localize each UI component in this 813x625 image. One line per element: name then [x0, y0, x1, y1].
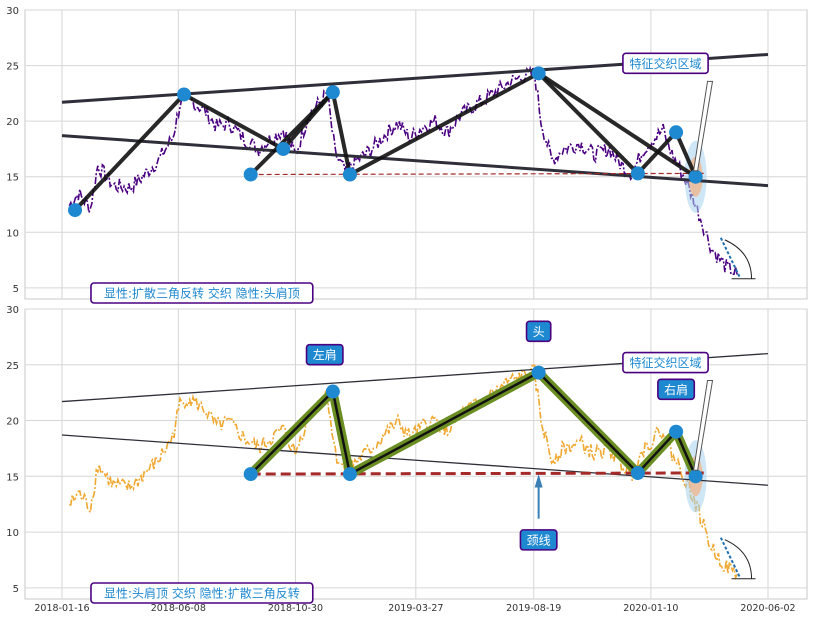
pattern-line — [536, 71, 698, 179]
label-box — [525, 320, 552, 343]
pivot-marker — [342, 467, 357, 482]
annotation-label: 头 — [525, 320, 552, 343]
y-tick-label: 10 — [6, 228, 19, 239]
y-tick-label: 10 — [6, 528, 19, 539]
pattern-line — [674, 130, 698, 179]
y-tick-label: 20 — [6, 417, 19, 428]
decline-arrow — [719, 237, 741, 278]
decline-arrow — [719, 537, 741, 578]
y-tick-label: 5 — [13, 284, 19, 295]
pivot-marker — [243, 167, 258, 182]
angle-arc — [724, 239, 753, 279]
label-box — [90, 582, 314, 604]
pattern-line — [182, 92, 286, 151]
trend-line — [61, 434, 769, 486]
label-box — [622, 351, 709, 374]
pattern-line-core — [674, 430, 697, 478]
feature-zone-pointer — [693, 380, 714, 471]
label-text: 颈线 — [527, 533, 551, 547]
feature-zone-pointer — [693, 80, 714, 172]
y-tick-label: 15 — [6, 472, 19, 483]
pivot-marker — [243, 467, 258, 482]
label-box — [519, 529, 558, 551]
pivot-marker — [177, 87, 192, 102]
x-tick-label: 2018-06-08 — [151, 603, 206, 614]
label-box — [305, 343, 344, 366]
annotation-label: 特征交织区域 — [622, 351, 709, 374]
annotation-label: 右肩 — [657, 378, 696, 401]
neckline-pointer-head — [534, 474, 543, 488]
pivot-marker — [531, 66, 546, 81]
x-tick-label: 2019-08-19 — [506, 603, 561, 614]
pattern-line-core — [636, 430, 678, 475]
pivot-marker — [68, 203, 83, 218]
pivot-marker — [669, 125, 684, 140]
pattern-summary-label: 显性:扩散三角反转 交织 隐性:头肩顶 — [90, 282, 314, 304]
label-text: 左肩 — [313, 347, 337, 362]
y-tick-label: 25 — [6, 361, 19, 372]
pivot-marker — [276, 141, 291, 156]
x-tick-label: 2018-01-16 — [34, 603, 89, 614]
pivot-marker — [630, 166, 645, 181]
y-tick-label: 20 — [6, 117, 19, 128]
x-tick-label: 2020-01-10 — [623, 603, 678, 614]
y-tick-label: 30 — [6, 6, 19, 17]
x-tick-label: 2020-06-02 — [740, 603, 795, 614]
y-tick-label: 15 — [6, 173, 19, 184]
annotation-label: 颈线 — [519, 529, 558, 551]
price-series — [68, 65, 738, 276]
pattern-line-core — [249, 390, 335, 476]
y-tick-label: 30 — [6, 305, 19, 316]
angle-arc — [724, 539, 753, 579]
pivot-marker — [688, 469, 703, 484]
label-text: 特征交织区域 — [630, 355, 702, 370]
label-text: 头 — [533, 325, 545, 339]
annotation-label: 特征交织区域 — [622, 52, 709, 75]
pattern-summary-label: 显性:头肩顶 交织 隐性:扩散三角反转 — [90, 582, 314, 604]
x-tick-label: 2019-03-27 — [388, 603, 443, 614]
label-text: 右肩 — [664, 382, 688, 397]
label-text: 显性:扩散三角反转 交织 隐性:头肩顶 — [104, 286, 300, 301]
pattern-line — [330, 90, 352, 177]
pivot-marker — [531, 365, 546, 380]
panel-2: 5 10 15 20 25 30 2018-01-16 2018-06-08 2018-10-3… — [6, 305, 808, 614]
pattern-line — [248, 90, 335, 177]
label-box — [622, 52, 709, 75]
pivot-marker — [342, 167, 357, 182]
pattern-line-core — [348, 371, 540, 476]
x-tick-label: 2018-10-30 — [268, 603, 323, 614]
pattern-line-core — [331, 390, 352, 476]
pivot-marker — [630, 465, 645, 480]
pivot-marker — [325, 384, 340, 399]
pattern-line — [536, 71, 640, 176]
y-tick-label: 5 — [13, 584, 19, 595]
label-text: 特征交织区域 — [630, 56, 702, 71]
pattern-line-core — [537, 371, 640, 475]
annotation-label: 左肩 — [305, 343, 344, 366]
label-box — [90, 282, 314, 304]
label-text: 显性:头肩顶 交织 隐性:扩散三角反转 — [104, 586, 300, 601]
neckline — [250, 172, 704, 176]
price-series — [69, 364, 738, 581]
label-box — [657, 378, 696, 401]
pivot-marker — [669, 424, 684, 439]
pattern-line — [347, 71, 541, 177]
trend-line — [61, 134, 769, 188]
pivot-marker — [325, 85, 340, 100]
neckline — [250, 471, 704, 476]
y-tick-label: 25 — [6, 62, 19, 73]
pattern-line — [73, 92, 187, 213]
pivot-marker — [688, 169, 703, 184]
